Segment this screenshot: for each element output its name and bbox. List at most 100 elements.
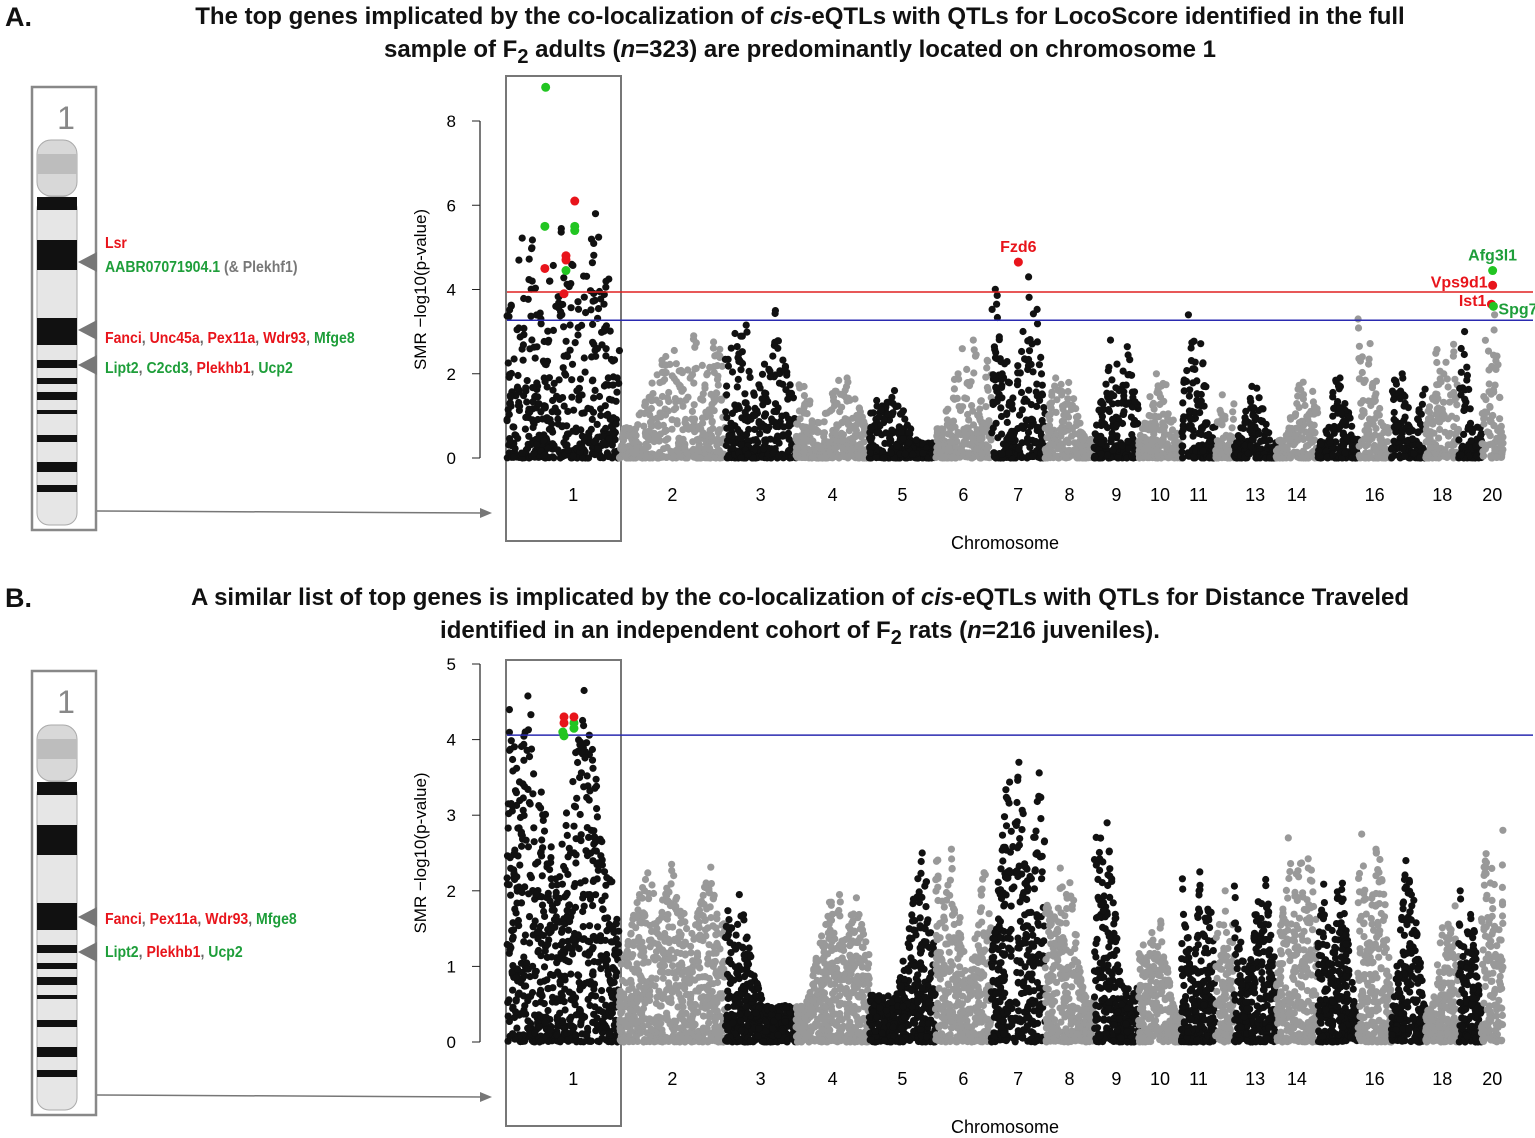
title-text: n <box>967 617 982 644</box>
data-point <box>539 415 547 423</box>
data-point <box>1015 445 1023 453</box>
data-point <box>1480 409 1489 417</box>
data-point <box>1052 408 1060 416</box>
title-text: -eQTLs with QTLs for Distance Traveled <box>954 584 1410 611</box>
data-point <box>991 354 1000 362</box>
x-tick-label: 14 <box>1287 485 1307 505</box>
data-point <box>1023 397 1031 405</box>
data-point <box>1363 421 1371 429</box>
data-point <box>1308 422 1317 430</box>
data-point <box>741 416 749 424</box>
data-point <box>518 234 526 242</box>
data-point <box>1197 340 1205 348</box>
data-point <box>950 375 959 383</box>
data-point <box>1184 311 1192 319</box>
data-point <box>586 922 594 930</box>
data-point <box>651 433 659 442</box>
chromosome-band <box>37 197 77 210</box>
data-point <box>591 451 599 459</box>
data-point <box>1033 423 1041 431</box>
chromosome-band <box>37 977 77 985</box>
data-point <box>1493 434 1501 442</box>
pointer-arrow-icon <box>78 355 97 375</box>
highlighted-gene-point <box>540 263 550 273</box>
x-tick-label: 18 <box>1432 1069 1452 1089</box>
data-point <box>589 320 597 328</box>
data-point <box>1262 420 1270 428</box>
data-point <box>549 326 558 334</box>
title-text: A similar list of top genes is implicate… <box>190 584 921 611</box>
data-point <box>538 836 546 844</box>
data-point <box>912 436 921 444</box>
data-point <box>1262 437 1270 445</box>
data-point <box>1435 380 1443 388</box>
data-point <box>1405 428 1413 436</box>
data-point <box>972 351 980 359</box>
data-point <box>520 294 528 303</box>
data-point <box>770 407 778 416</box>
data-point <box>605 435 614 443</box>
data-point <box>1376 435 1384 443</box>
data-point <box>523 965 531 973</box>
data-point <box>591 847 599 855</box>
gene-label: Spg7 <box>1498 301 1535 318</box>
data-point <box>737 454 745 462</box>
data-point <box>886 437 895 445</box>
data-point <box>544 327 552 335</box>
data-point <box>673 417 681 425</box>
data-point <box>712 395 720 403</box>
data-point <box>1171 435 1179 443</box>
data-point <box>589 764 597 772</box>
data-point <box>774 344 782 352</box>
data-point <box>1005 449 1013 457</box>
data-point <box>647 404 656 413</box>
data-point <box>566 849 575 857</box>
data-point <box>766 373 774 381</box>
data-point <box>1179 399 1187 407</box>
data-point <box>742 399 750 407</box>
data-point <box>1354 324 1363 332</box>
data-point <box>692 364 700 372</box>
data-point <box>1473 452 1481 460</box>
data-point <box>725 431 733 439</box>
data-point <box>580 433 588 441</box>
data-point <box>1131 398 1139 406</box>
data-point <box>888 426 896 434</box>
x-tick-label: 2 <box>667 1069 677 1089</box>
data-point <box>1441 428 1449 436</box>
data-point <box>848 434 856 442</box>
data-point <box>515 256 523 264</box>
data-point <box>1186 424 1194 432</box>
data-point <box>1317 440 1325 448</box>
data-point <box>576 986 584 994</box>
y-axis-label: SMR −log10(p-value) <box>411 209 430 370</box>
data-point <box>1479 447 1487 455</box>
data-point <box>604 914 612 922</box>
data-point <box>1033 320 1042 328</box>
data-point <box>564 407 572 415</box>
data-point <box>1187 415 1195 423</box>
chromosome-band <box>37 782 77 795</box>
data-point <box>585 796 593 804</box>
y-tick-label: 3 <box>447 806 456 825</box>
data-point <box>594 305 603 313</box>
data-point <box>580 272 588 280</box>
data-point <box>1214 418 1222 426</box>
data-point <box>1072 413 1081 421</box>
data-point <box>1073 450 1081 458</box>
data-point <box>1393 422 1402 430</box>
data-point <box>674 439 683 447</box>
data-point <box>580 686 588 695</box>
data-point <box>1014 362 1022 370</box>
data-point <box>619 431 627 439</box>
data-point <box>598 1008 606 1016</box>
data-point <box>1425 408 1434 416</box>
data-point <box>741 408 749 416</box>
data-point <box>532 860 540 868</box>
data-point <box>602 345 610 353</box>
data-point <box>656 379 664 387</box>
data-point <box>522 413 530 421</box>
data-point <box>589 971 597 979</box>
data-point <box>543 976 551 984</box>
data-point <box>1179 426 1187 434</box>
